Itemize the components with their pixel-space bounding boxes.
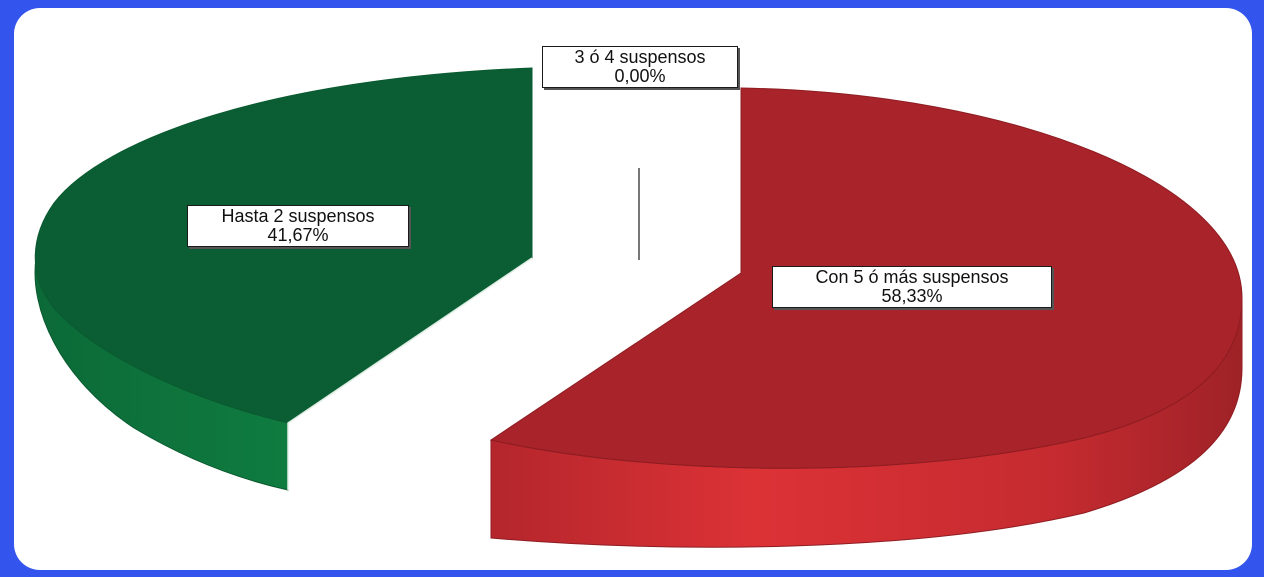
slice-hasta-2-suspensos (34, 67, 533, 491)
label-3-o-4-suspensos: 3 ó 4 suspensos 0,00% (542, 46, 738, 88)
label-con-5-percent: 58,33% (881, 286, 943, 306)
label-hasta-2-suspensos: Hasta 2 suspensos 41,67% (187, 205, 409, 247)
pie-chart (34, 67, 1243, 548)
label-3-o-4-name: 3 ó 4 suspensos (574, 47, 706, 67)
label-3-o-4-percent: 0,00% (614, 66, 666, 86)
label-hasta-2-percent: 41,67% (267, 225, 329, 245)
slice-con-5-o-mas-suspensos (489, 87, 1243, 548)
label-hasta-2-name: Hasta 2 suspensos (221, 206, 375, 226)
label-con-5-name: Con 5 ó más suspensos (815, 267, 1009, 287)
label-con-5-o-mas-suspensos: Con 5 ó más suspensos 58,33% (772, 266, 1052, 308)
chart-panel: 3 ó 4 suspensos 0,00% Hasta 2 suspensos … (14, 8, 1252, 570)
slice-hasta-2-edge (287, 257, 533, 490)
